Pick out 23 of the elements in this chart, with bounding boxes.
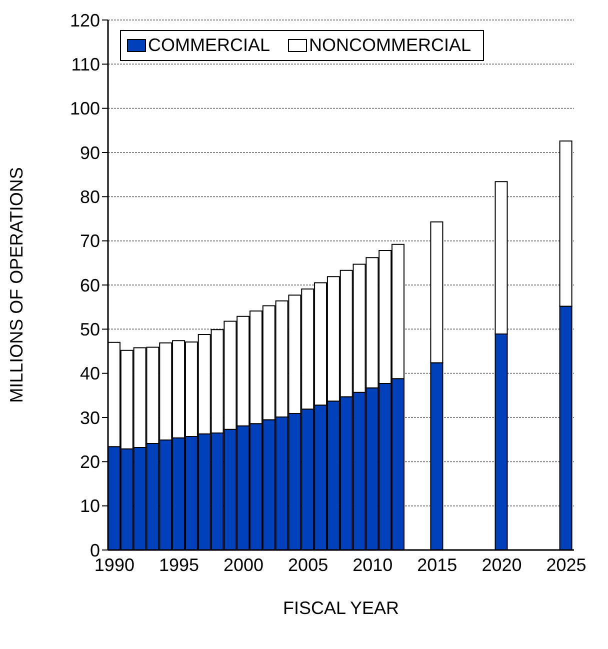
x-axis-title: FISCAL YEAR bbox=[282, 598, 400, 618]
x-tick-label: 2010 bbox=[352, 554, 393, 575]
x-tick-label: 2000 bbox=[224, 554, 264, 575]
y-tick-label: 90 bbox=[80, 142, 100, 163]
y-tick-label: 80 bbox=[80, 187, 100, 208]
legend-label: COMMERCIAL bbox=[148, 35, 270, 56]
x-tick-label: 2020 bbox=[482, 554, 522, 575]
y-tick-label: 40 bbox=[80, 364, 100, 384]
x-tick-label: 2025 bbox=[546, 554, 586, 575]
x-tick-label: 1995 bbox=[158, 554, 200, 575]
y-tick-label: 60 bbox=[80, 275, 100, 296]
y-tick-label: 120 bbox=[70, 10, 100, 30]
y-tick-label: 50 bbox=[80, 320, 100, 340]
y-tick-label: 10 bbox=[80, 496, 100, 516]
y-tick-label: 100 bbox=[70, 98, 100, 119]
y-tick-label: 110 bbox=[71, 54, 100, 75]
y-tick-label: 70 bbox=[80, 231, 100, 252]
y-tick-label: 30 bbox=[80, 408, 100, 428]
x-tick-label: 2015 bbox=[417, 554, 458, 575]
legend-label: NONCOMMERCIAL bbox=[309, 35, 472, 56]
y-axis-title: MILLIONS OF OPERATIONS bbox=[6, 167, 26, 403]
y-tick-label: 20 bbox=[80, 452, 100, 472]
x-tick-label: 2005 bbox=[288, 554, 328, 575]
